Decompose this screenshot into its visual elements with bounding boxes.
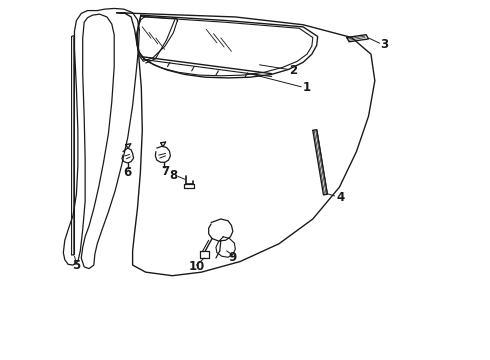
Text: 5: 5 xyxy=(73,258,80,271)
Text: 4: 4 xyxy=(336,190,344,203)
Text: 10: 10 xyxy=(189,260,205,273)
Text: 9: 9 xyxy=(229,251,237,264)
Text: 8: 8 xyxy=(169,169,177,182)
Text: 3: 3 xyxy=(381,38,389,51)
Text: 2: 2 xyxy=(290,64,298,77)
Text: 7: 7 xyxy=(161,165,169,177)
Text: 1: 1 xyxy=(303,81,311,94)
Text: 6: 6 xyxy=(123,166,132,179)
